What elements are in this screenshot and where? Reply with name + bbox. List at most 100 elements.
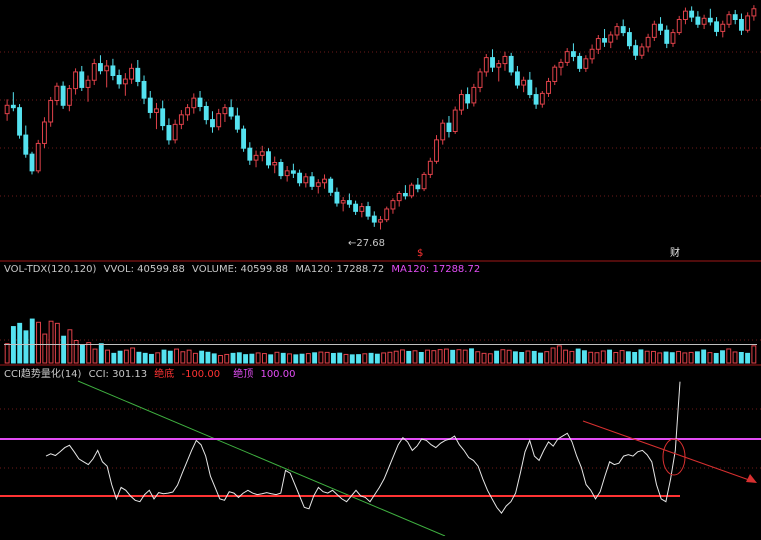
candle-body [353,203,359,212]
volume-bar [556,345,562,364]
volume-bar [745,352,751,364]
candle-body [658,23,663,31]
event-marker-finance[interactable]: 财 [670,248,680,259]
volume-bar [199,350,205,364]
candle-body [608,34,614,43]
candle-body [751,8,757,17]
volume-bar [575,348,581,364]
volume-bar [280,352,286,364]
volume-bar [48,320,54,364]
candle-body [602,38,607,43]
volume-bar [218,355,223,364]
volume-bar [92,348,98,364]
volume-bar [538,352,543,364]
candle-body [110,65,116,77]
volume-bar [362,353,368,364]
volume-bar [305,353,311,364]
cci-low-label: 绝底 -100.00 [154,369,221,380]
candle-body [427,160,433,175]
volume-bar [186,349,192,364]
volume-bar [312,352,318,364]
candle-body [458,94,464,111]
volume-bar [236,352,242,364]
volume-bar [425,349,431,364]
candle-body [483,57,489,73]
volume-bar [456,349,462,364]
volume-bar [337,352,343,364]
volume-bar [374,353,380,364]
volume-bar [155,352,161,364]
candle-body [477,71,483,88]
volume-bar [676,350,682,364]
volume-bar [255,352,261,364]
volume-bar [569,350,575,364]
volume-bar [619,350,625,364]
cci-indicator-header[interactable]: CCI趋势量化(14) CCI: 301.13 绝底 -100.00 绝顶 10… [4,369,303,381]
volume-bar [117,350,123,364]
candle-body [10,104,16,109]
candle-body [664,29,670,44]
event-marker-dollar[interactable]: $ [417,248,424,259]
candle-body [396,192,402,202]
candle-body [714,21,719,32]
candle-body [359,206,365,212]
candle-body [216,113,222,128]
highlight-circle [662,438,686,476]
candle-body [409,184,415,197]
candle-body [203,105,209,121]
volume-bar [638,349,644,364]
vol-indicator-header[interactable]: VOL-TDX(120,120) VVOL: 40599.88 VOLUME: … [4,264,484,276]
candle-body [17,107,22,136]
arrowhead-icon [746,474,757,483]
volume-bar [669,352,675,364]
volume-bar [330,352,336,364]
volume-bar [54,322,60,364]
candle-body [154,108,159,113]
candle-body [502,55,508,65]
volume-bar [469,348,474,364]
candle-body [104,65,110,72]
volume-bar [519,352,525,364]
volume-bar [581,350,587,364]
volume-bar [663,351,669,364]
candle-body [197,97,203,107]
volume-bar [732,351,738,364]
volume-bar [450,349,456,364]
candle-body [651,23,657,38]
ma120-value-secondary: MA120: 17288.72 [391,264,481,275]
candle-body [191,97,197,109]
volume-bar [713,352,719,364]
volume-bar [512,351,518,364]
volume-bar [205,351,211,364]
cci-line [45,381,681,514]
volume-bar [594,352,600,364]
candle-body [178,114,184,125]
volume-bar [632,352,638,364]
candle-body [309,176,315,187]
volume-bar [387,351,393,364]
candle-body [701,17,707,25]
volume-bar [130,347,136,364]
volume-bar [324,351,330,364]
vol-indicator-name[interactable]: VOL-TDX(120,120) [4,264,97,275]
candle-body [521,79,527,86]
vvol-value: VVOL: 40599.88 [103,264,185,275]
candle-body [446,122,452,133]
candle-body [595,38,601,50]
candle-body [415,184,421,190]
volume-bar [657,352,663,364]
volume-bar [192,352,198,364]
cci-indicator-name[interactable]: CCI趋势量化(14) [4,369,82,380]
candle-body [340,200,346,204]
candle-body [66,88,72,106]
volume-bar [249,353,255,364]
candle-body [290,170,296,174]
volume-bar [651,350,656,364]
candle-body [614,26,620,36]
volume-bar [136,351,142,364]
candle-body [141,80,147,99]
candle-body [707,17,713,23]
volume-bar [694,351,700,364]
